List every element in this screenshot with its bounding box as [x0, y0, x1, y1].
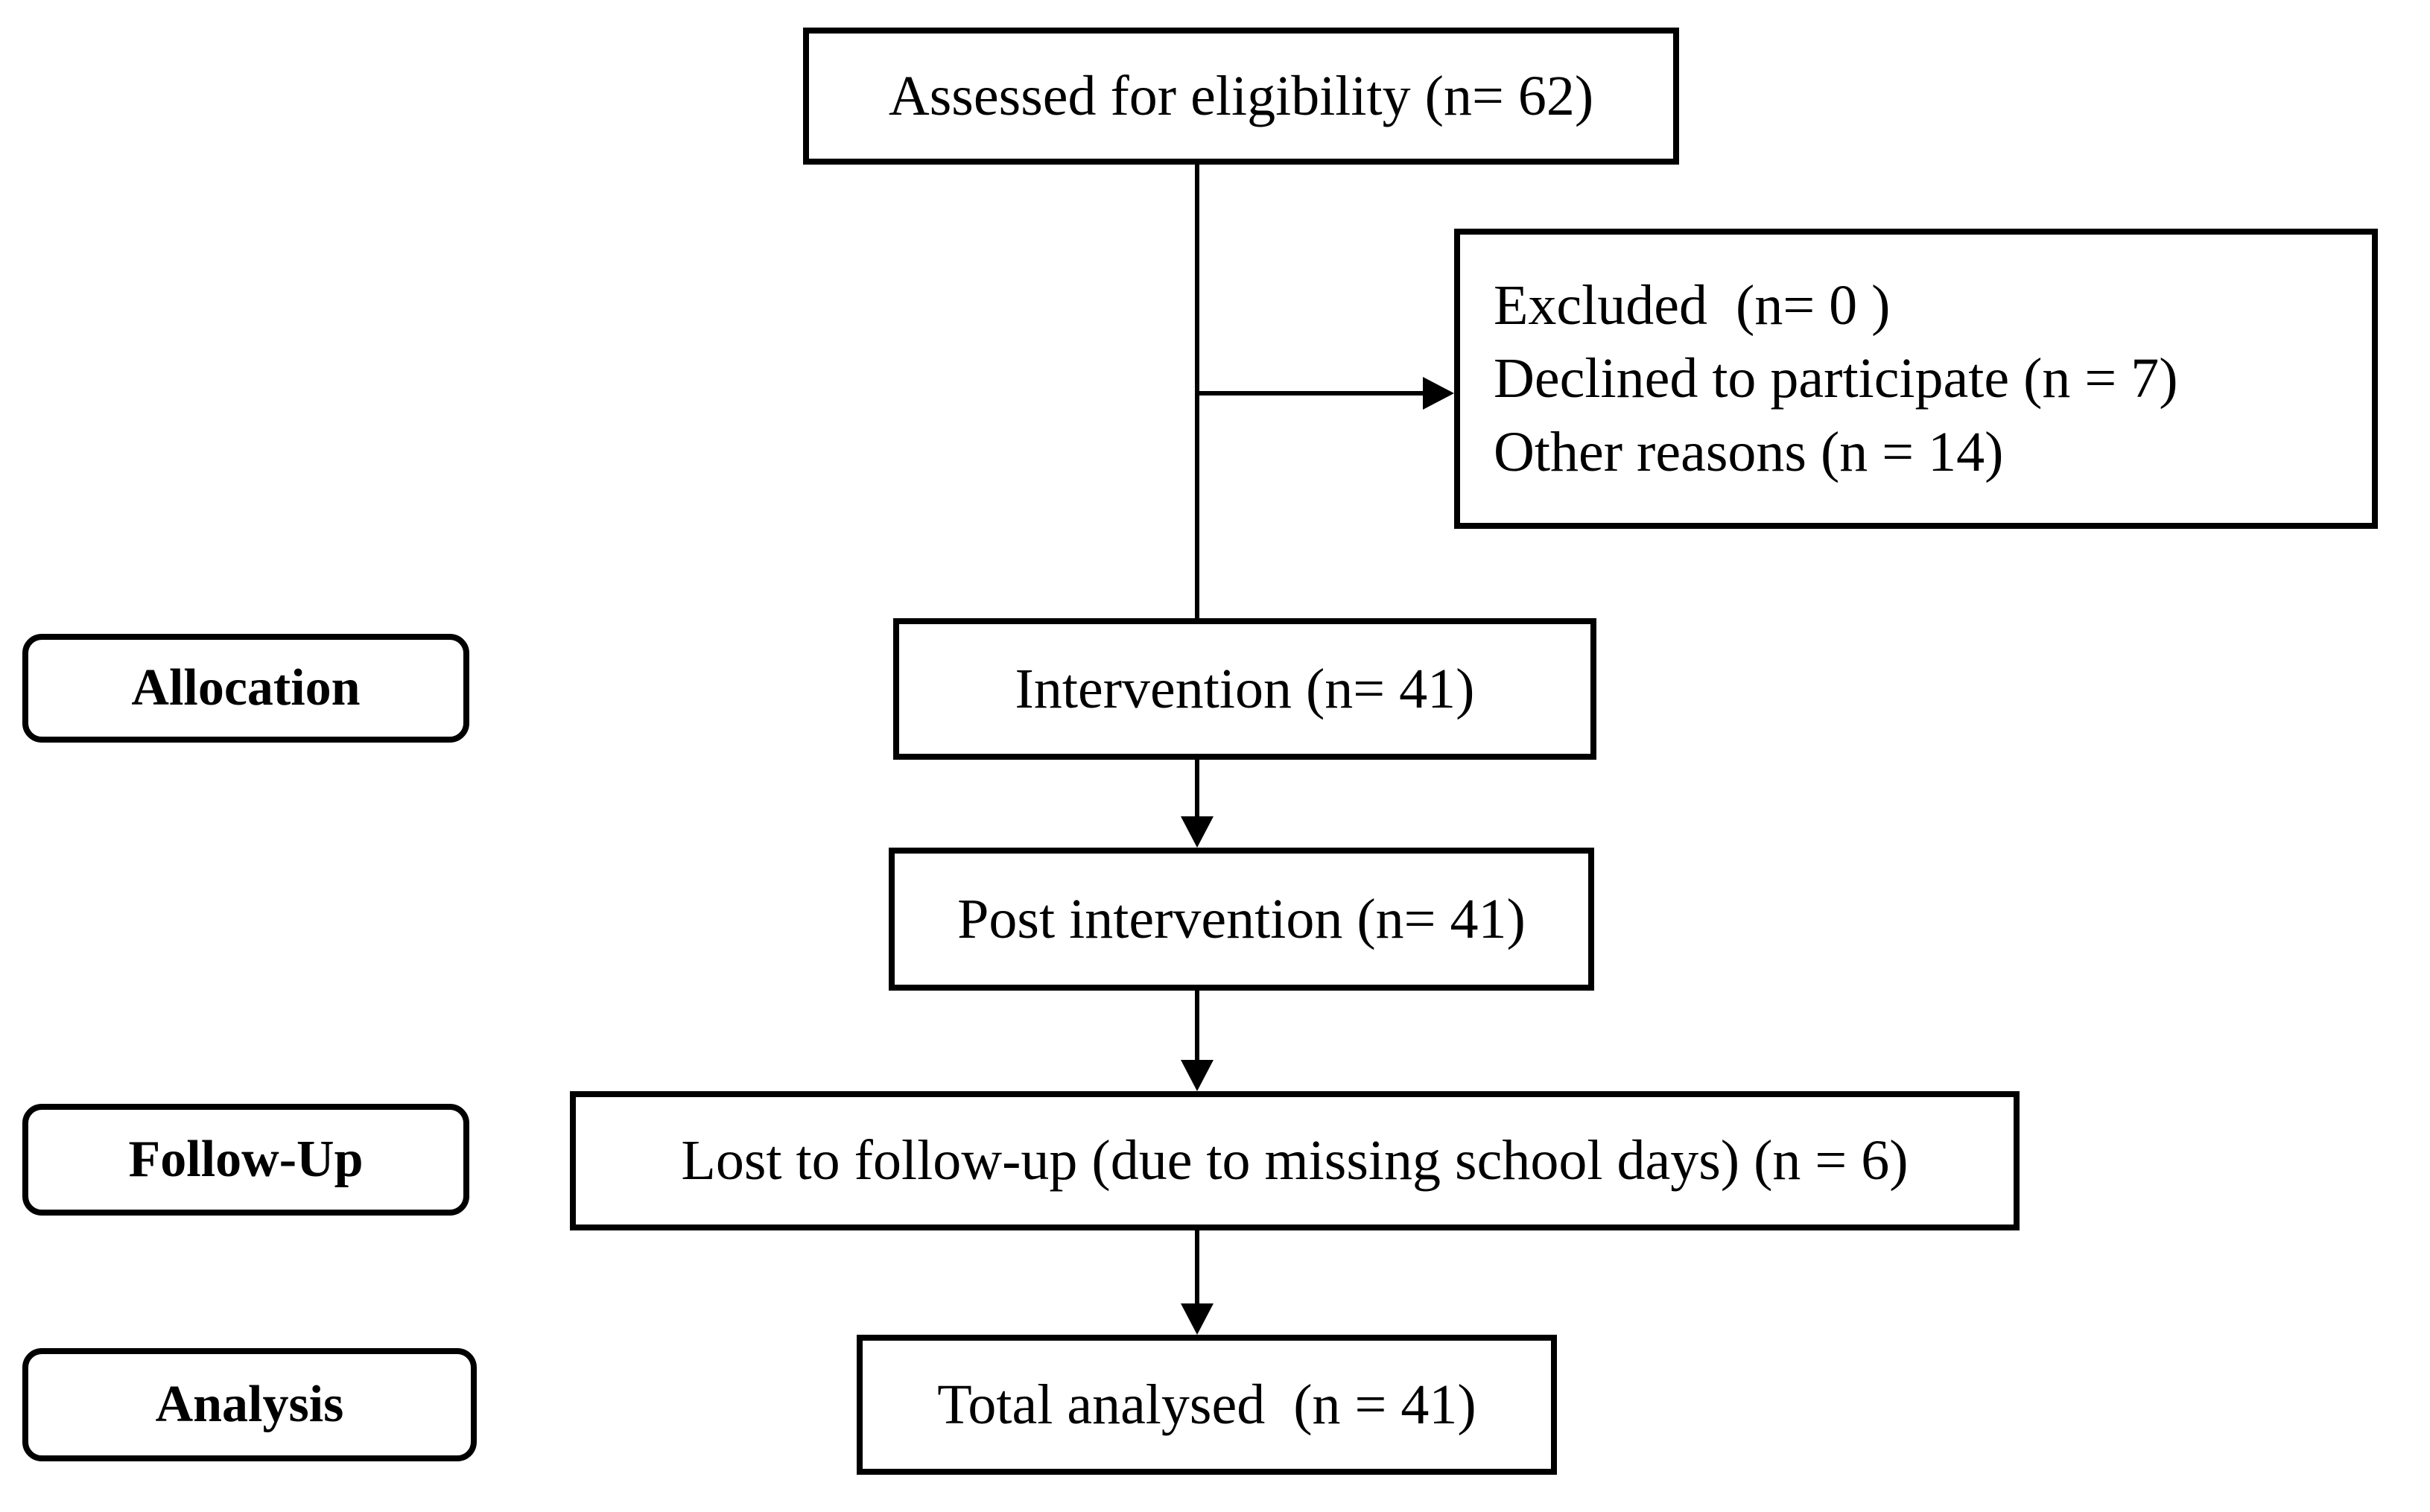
connector-lost-to-total	[1195, 1230, 1199, 1305]
excluded-box: Excluded (n= 0 ) Declined to participate…	[1454, 229, 2378, 529]
arrowhead-down-post-icon	[1181, 816, 1214, 848]
connector-branch-to-excluded	[1197, 391, 1423, 396]
connector-intervention-to-post	[1195, 760, 1199, 819]
lost-to-followup-box: Lost to follow-up (due to missing school…	[570, 1091, 2020, 1230]
allocation-stage-label: Allocation	[22, 634, 469, 743]
intervention-box: Intervention (n= 41)	[893, 618, 1596, 760]
total-analysed-box: Total analysed (n = 41)	[857, 1335, 1557, 1475]
assessed-for-eligibility-box: Assessed for eligibility (n= 62)	[803, 28, 1679, 165]
excluded-line-1: Excluded (n= 0 )	[1494, 274, 1891, 337]
analysis-stage-label: Analysis	[22, 1348, 477, 1461]
connector-post-to-lost	[1195, 991, 1199, 1061]
excluded-line-3: Other reasons (n = 14)	[1494, 420, 2004, 483]
arrowhead-down-total-icon	[1181, 1303, 1214, 1335]
arrowhead-right-excluded-icon	[1423, 377, 1454, 410]
post-intervention-box: Post intervention (n= 41)	[889, 848, 1594, 991]
followup-stage-label: Follow-Up	[22, 1104, 469, 1216]
excluded-line-2: Declined to participate (n = 7)	[1494, 347, 2178, 410]
arrowhead-down-lost-icon	[1181, 1060, 1214, 1091]
